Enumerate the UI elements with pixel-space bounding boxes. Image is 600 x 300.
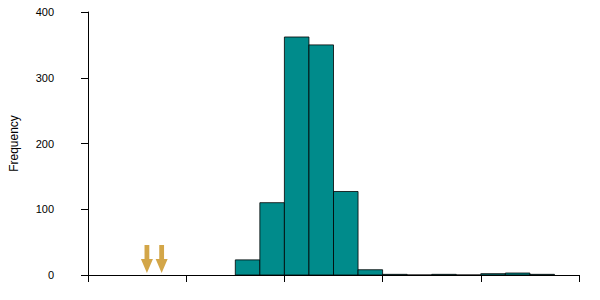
svg-text:200: 200 xyxy=(36,138,54,150)
svg-text:300: 300 xyxy=(36,72,54,84)
svg-text:100: 100 xyxy=(36,203,54,215)
svg-text:0: 0 xyxy=(48,269,54,281)
svg-text:Frequency: Frequency xyxy=(7,115,21,172)
svg-text:400: 400 xyxy=(36,6,54,18)
